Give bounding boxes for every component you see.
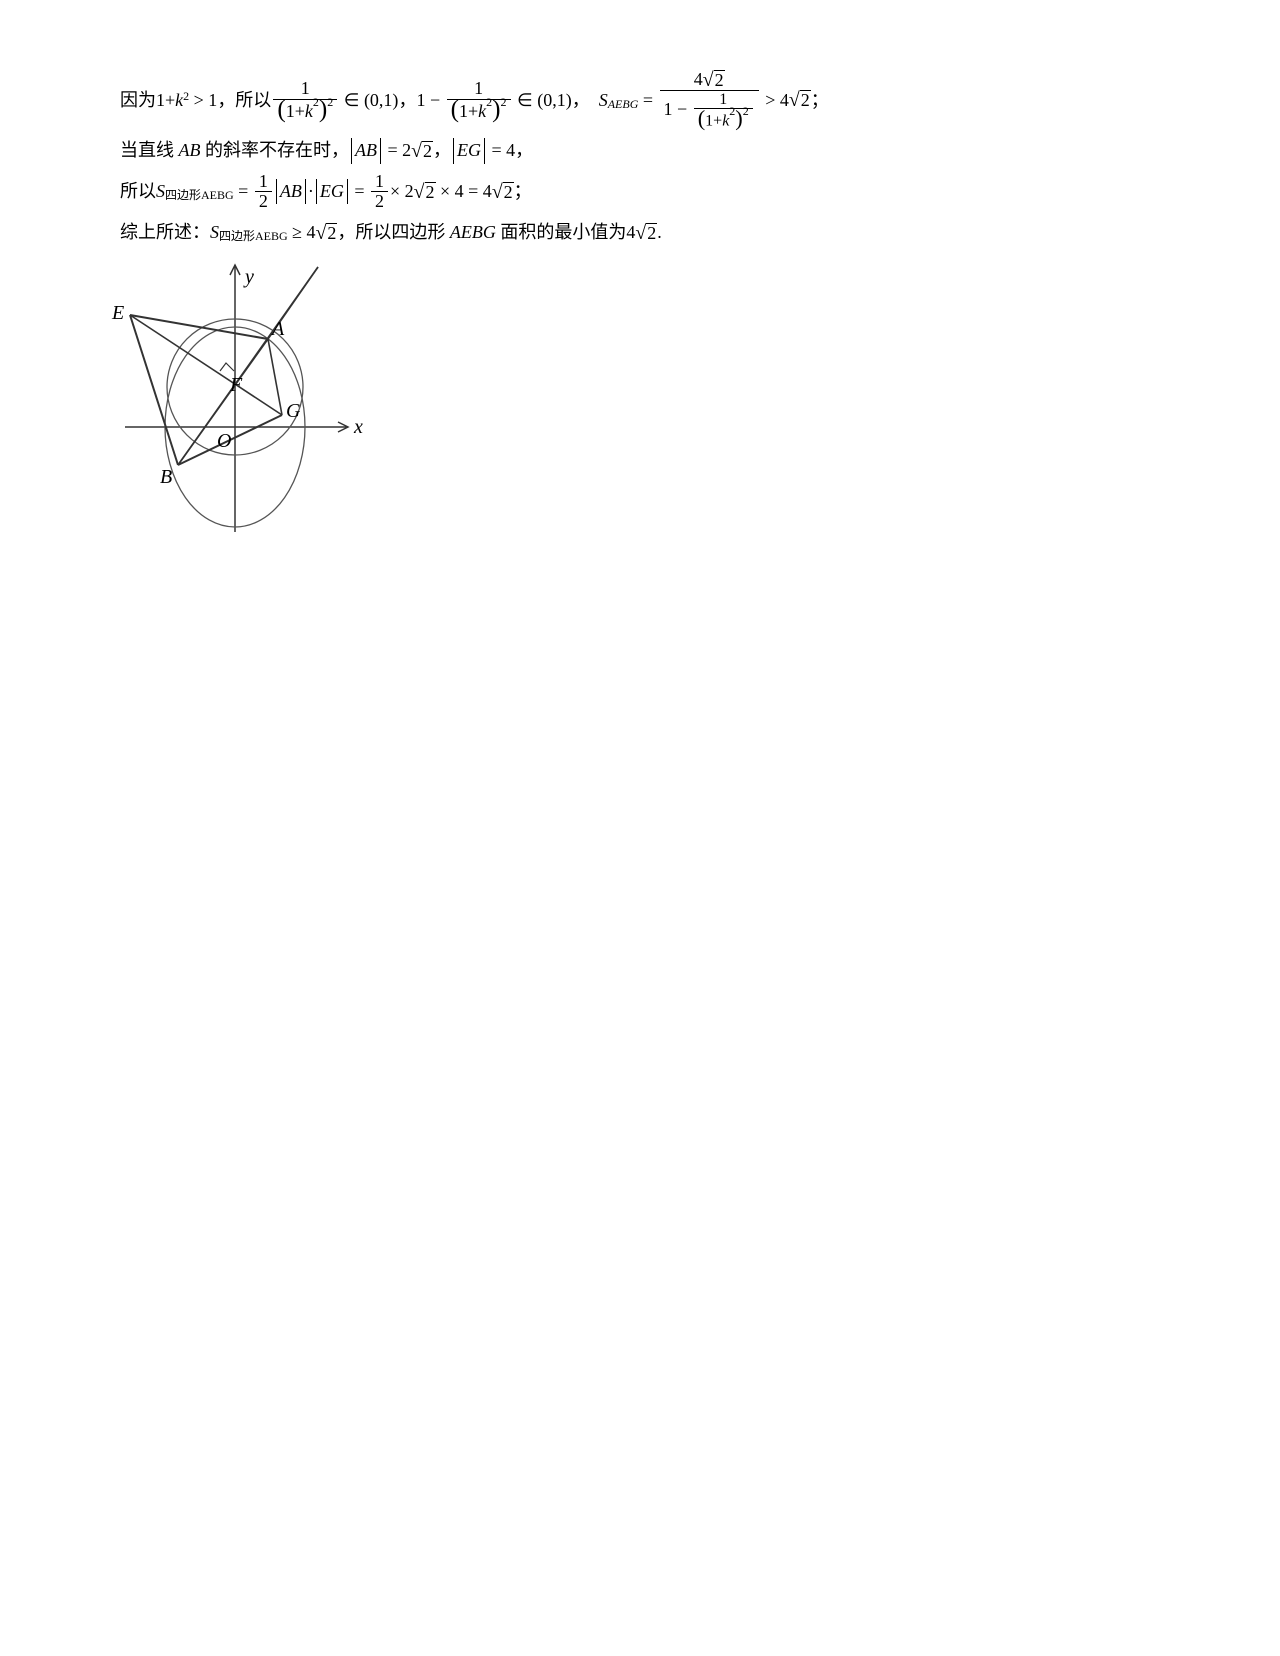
line-2: 当直线 AB 的斜率不存在时， AB = 2√2 ， EG = 4 ，: [120, 138, 1160, 163]
l1-gt1: > 1: [189, 88, 217, 113]
svg-text:B: B: [160, 466, 172, 488]
line-4: 综上所述： S 四边形AEBG ≥ 4√2 ，所以四边形 AEBG 面积的最小值…: [120, 220, 1160, 245]
l1-int1: (0,1): [364, 88, 399, 113]
svg-text:E: E: [111, 302, 124, 324]
l1-frac2: 1 (1+k2)2: [447, 79, 511, 122]
svg-text:y: y: [243, 266, 254, 288]
svg-text:O: O: [217, 430, 231, 452]
svg-text:G: G: [286, 400, 301, 422]
geometry-diagram: y x E A F G O B: [110, 257, 1160, 542]
l1-because: 因为: [120, 88, 156, 113]
l1-frac1: 1 (1+k2)2: [273, 79, 337, 122]
svg-text:A: A: [270, 318, 285, 340]
l1-in1: ∈: [339, 88, 364, 113]
diagram-svg: y x E A F G O B: [110, 257, 390, 537]
svg-text:x: x: [353, 416, 363, 438]
l1-oneminus: 1 −: [416, 88, 444, 113]
l1-Ssub: AEBG: [608, 96, 639, 113]
l1-expr1a: 1+: [156, 88, 175, 113]
line-1: 因为 1+ k 2 > 1 ，所以 1 (1+k2)2 ∈ (0,1) ， 1 …: [120, 70, 1160, 130]
l1-k: k: [175, 88, 183, 113]
l1-bigfrac: 4√2 1 − 1 (1+k2)2: [660, 70, 759, 130]
l1-comma1: ，: [398, 88, 416, 113]
svg-text:F: F: [229, 374, 243, 396]
l1-S: S: [599, 88, 608, 113]
l1-so: ，所以: [217, 88, 271, 113]
l1-sq: 2: [183, 88, 189, 105]
line-3: 所以 S 四边形AEBG = 1 2 AB · EG = 1 2 × 2√2 ×…: [120, 172, 1160, 213]
